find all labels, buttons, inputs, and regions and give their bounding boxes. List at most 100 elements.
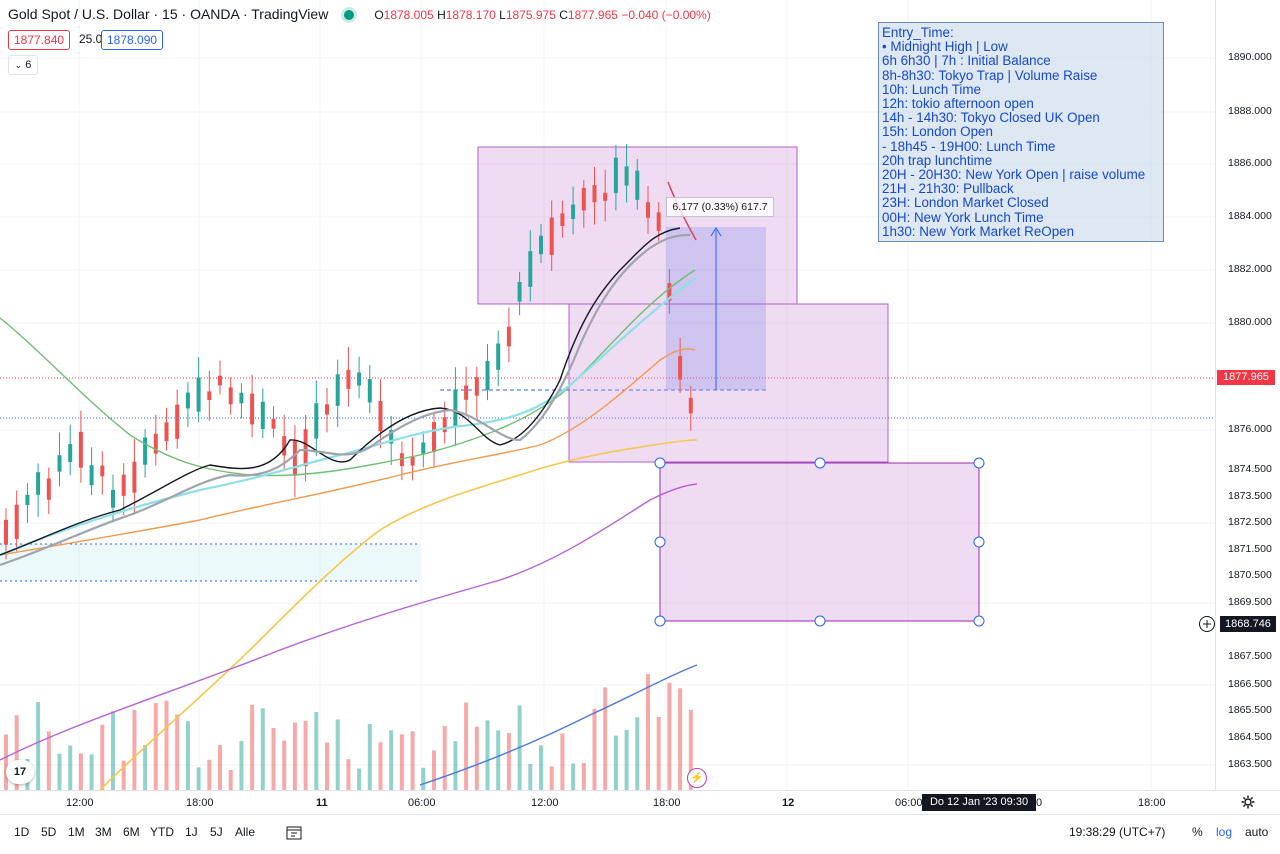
volume-bar bbox=[410, 731, 415, 790]
measure-label: 6.177 (0.33%) 617.7 bbox=[666, 197, 774, 217]
price-tick-label: 1871.500 bbox=[1228, 543, 1272, 555]
candle-body bbox=[25, 494, 30, 506]
volume-bar bbox=[185, 721, 190, 790]
price-tick-label: 1869.500 bbox=[1228, 596, 1272, 608]
volume-bar bbox=[539, 745, 543, 790]
note-line: 6h 6h30 | 7h : Initial Balance bbox=[882, 53, 1051, 69]
volume-bar bbox=[560, 733, 565, 790]
date-range-icon[interactable] bbox=[286, 826, 302, 840]
range-button[interactable]: 1J bbox=[185, 825, 198, 839]
candle-body bbox=[239, 392, 244, 404]
clock-timezone[interactable]: 19:38:29 (UTC+7) bbox=[1069, 825, 1166, 839]
volume-bar bbox=[346, 759, 351, 790]
symbol-legend[interactable]: Gold Spot / U.S. Dollar · 15 · OANDA · T… bbox=[8, 6, 711, 22]
candle-body bbox=[143, 437, 148, 465]
volume-bar bbox=[496, 730, 501, 790]
settings-icon[interactable] bbox=[1241, 795, 1255, 809]
percent-toggle[interactable]: % bbox=[1192, 825, 1203, 839]
note-line: • Midnight High | Low bbox=[882, 39, 1008, 55]
market-open-indicator bbox=[344, 10, 355, 20]
time-tick-label: 12:00 bbox=[531, 797, 559, 809]
entry-time-note[interactable]: Entry_Time: • Midnight High | Low 6h 6h30 … bbox=[878, 22, 1164, 242]
volume-bar bbox=[571, 763, 576, 790]
range-button[interactable]: 5J bbox=[210, 825, 223, 839]
volume-bar bbox=[581, 763, 586, 790]
volume-bar bbox=[688, 709, 693, 790]
range-box-lower-selected[interactable] bbox=[659, 462, 980, 622]
add-alert-icon[interactable] bbox=[1198, 615, 1216, 633]
candle-body bbox=[528, 251, 533, 287]
candle-body bbox=[442, 417, 447, 433]
ohlc-values: O1878.005 H1878.170 L1875.975 C1877.965 … bbox=[374, 8, 711, 22]
note-line: 1h30: New York Market ReOpen bbox=[882, 223, 1075, 239]
candle-body bbox=[485, 360, 490, 391]
volume-bar bbox=[4, 734, 8, 790]
price-chart[interactable] bbox=[0, 0, 1215, 790]
volume-bar bbox=[36, 702, 41, 790]
price-tick-label: 1863.500 bbox=[1228, 758, 1272, 770]
volume-bar bbox=[111, 711, 115, 790]
candle-body bbox=[678, 356, 683, 380]
range-button[interactable]: 5D bbox=[41, 825, 57, 839]
candle-body bbox=[207, 391, 212, 401]
buy-price-button[interactable]: 1878.090 bbox=[101, 30, 164, 50]
volume-bar bbox=[239, 740, 244, 790]
ma-blue bbox=[419, 664, 698, 786]
range-button[interactable]: Alle bbox=[235, 825, 256, 839]
candle-body bbox=[314, 403, 319, 439]
candle-body bbox=[624, 166, 629, 186]
candle-body bbox=[4, 519, 8, 545]
volume-bar bbox=[175, 714, 180, 790]
volume-bar bbox=[292, 722, 297, 790]
volume-bar bbox=[325, 742, 329, 790]
candle-body bbox=[185, 392, 190, 409]
candle-body bbox=[303, 429, 308, 467]
time-tick-label: 18:00 bbox=[1138, 797, 1166, 809]
candle-body bbox=[474, 377, 479, 396]
candle-body bbox=[517, 281, 522, 302]
range-button[interactable]: 1M bbox=[68, 825, 85, 839]
volume-bar bbox=[143, 744, 148, 790]
volume-bar bbox=[153, 703, 158, 790]
chart-header: Gold Spot / U.S. Dollar · 15 · OANDA · T… bbox=[0, 0, 1215, 80]
range-box-middle[interactable] bbox=[568, 303, 889, 463]
range-button[interactable]: 6M bbox=[123, 825, 140, 839]
candle-body bbox=[228, 387, 233, 405]
candle-body bbox=[164, 422, 169, 442]
candle-body bbox=[132, 461, 137, 493]
candle-body bbox=[175, 404, 180, 439]
price-tick-label: 1867.500 bbox=[1228, 650, 1272, 662]
crosshair-price-label: 1868.746 bbox=[1220, 616, 1276, 632]
note-line: 14h - 14h30: Tokyo Closed UK Open bbox=[882, 110, 1100, 126]
selection-handles[interactable] bbox=[654, 457, 985, 627]
auto-toggle[interactable]: auto bbox=[1245, 825, 1269, 839]
candle-body bbox=[367, 378, 372, 403]
indicators-toggle[interactable]: ⌄ 6 bbox=[8, 55, 38, 75]
range-button[interactable]: 3M bbox=[95, 825, 112, 839]
sell-price-button[interactable]: 1877.840 bbox=[8, 30, 71, 50]
volume-bar bbox=[506, 733, 511, 790]
candle-body bbox=[292, 440, 297, 476]
volume-bar bbox=[635, 717, 640, 790]
time-axis[interactable]: 12:00 18:00 11 06:00 12:00 18:00 12 06:00 18:00 bbox=[0, 790, 1280, 815]
volume-bar bbox=[453, 741, 458, 790]
candle-body bbox=[78, 431, 83, 468]
log-toggle[interactable]: log bbox=[1216, 825, 1233, 839]
price-axis[interactable]: USD ⌄ 1890.0001888.0001886.0001884.00018… bbox=[1215, 0, 1280, 790]
candle-body bbox=[282, 436, 287, 456]
candle-body bbox=[46, 478, 51, 500]
range-button[interactable]: YTD bbox=[150, 825, 174, 839]
tradingview-logo[interactable]: 17 bbox=[6, 760, 34, 784]
note-line: 20h trap lunchtime bbox=[882, 152, 993, 168]
candle-body bbox=[14, 504, 19, 539]
flash-icon[interactable]: ⚡ bbox=[687, 768, 707, 788]
time-tick-label: 06:00 bbox=[895, 797, 923, 809]
candle-body bbox=[646, 202, 650, 218]
ma-gray bbox=[0, 233, 691, 567]
ma-purple bbox=[0, 483, 698, 761]
candle-body bbox=[357, 372, 362, 386]
range-button[interactable]: 1D bbox=[14, 825, 30, 839]
symbol-title[interactable]: Gold Spot / U.S. Dollar · 15 · OANDA · T… bbox=[8, 6, 329, 22]
candle-body bbox=[667, 283, 672, 301]
volume-bar bbox=[357, 768, 362, 790]
